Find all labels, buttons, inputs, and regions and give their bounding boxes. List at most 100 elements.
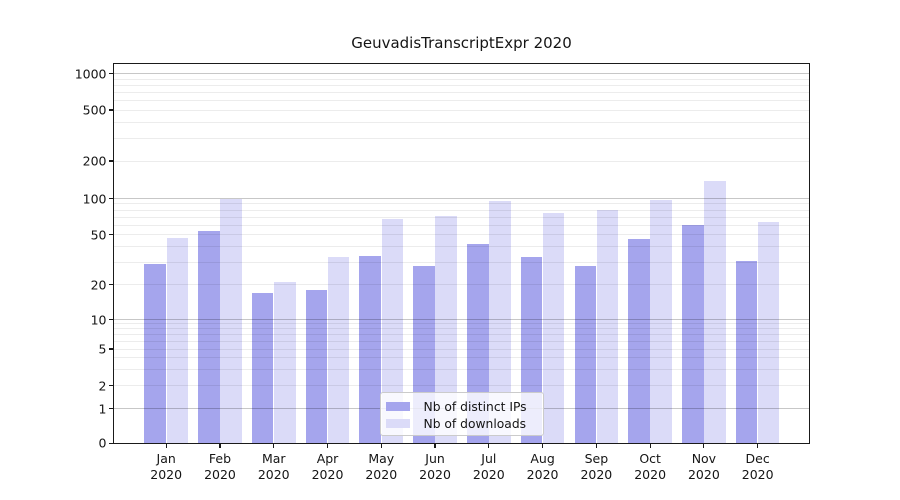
bar-downloads [274,281,296,444]
gridline-minor [114,209,809,211]
x-tick-month: Oct [639,451,661,466]
y-tick-mark [109,160,114,162]
bar-downloads [166,237,188,444]
y-tick-mark [109,233,114,236]
x-tick-label: Jan 2020 [150,451,182,482]
x-tick-month: Sep [584,451,609,466]
x-tick-mark [488,443,490,448]
y-tick-label: 500 [82,102,107,118]
x-tick-year: 2020 [634,466,667,482]
gridline-major [114,73,809,74]
gridline-minor [114,216,809,218]
y-tick-mark [109,109,114,111]
x-tick-label: Aug 2020 [527,451,559,482]
x-tick-month: Mar [261,451,286,466]
y-tick-mark [109,407,114,410]
y-tick-label: 200 [82,153,107,169]
x-tick-year: 2020 [580,466,613,482]
x-tick-month: Aug [530,451,555,466]
gridline-minor [114,284,809,285]
x-tick-label: Feb 2020 [204,451,236,482]
y-tick-label: 100 [82,191,107,206]
y-tick-mark [109,283,114,286]
bar-downloads [650,199,672,444]
legend: Nb of distinct IPs Nb of downloads [380,392,544,436]
x-tick-month: May [368,451,395,466]
bar-distinct-ips [144,264,166,444]
y-tick-label: 10 [90,312,107,327]
bar-distinct-ips [682,225,704,444]
y-tick-label: 1000 [74,66,107,81]
gridline-minor [114,84,809,86]
x-tick-year: 2020 [526,466,559,482]
x-tick-mark [649,443,651,448]
gridline-minor [114,160,809,162]
x-tick-mark [326,443,329,448]
y-tick-mark [109,197,114,200]
bar-downloads [704,181,726,444]
gridline-minor [114,99,809,101]
bar-downloads [327,257,350,444]
gridline-minor [114,340,809,342]
x-tick-month: Feb [208,451,232,466]
gridline-minor [114,203,809,205]
y-tick-label: 20 [90,277,107,292]
gridline-minor [114,328,809,330]
bar-downloads [596,210,619,444]
gridline-minor [114,78,809,80]
legend-label: Nb of downloads [423,416,527,431]
x-tick-year: 2020 [311,466,344,482]
bar-distinct-ips [305,289,328,444]
y-tick-label: 0 [98,435,107,451]
x-tick-mark [273,443,275,448]
bar-distinct-ips [735,260,758,444]
x-tick-month: Nov [691,451,717,466]
x-tick-month: Dec [745,451,770,466]
chart-title: GeuvadisTranscriptExpr 2020 [351,34,572,52]
y-tick-mark [109,384,114,387]
bar-distinct-ips [628,239,650,444]
x-tick-year: 2020 [419,466,451,482]
bar-distinct-ips [574,266,597,444]
y-tick-label: 2 [98,378,107,393]
gridline-minor [114,246,809,248]
x-tick-mark [434,443,436,448]
bar-downloads [381,218,404,444]
bar-downloads [489,201,511,444]
gridline-minor [114,109,809,111]
x-tick-label: Apr 2020 [312,451,344,482]
x-tick-mark [595,443,597,448]
x-tick-mark [703,443,705,448]
gridline-minor [114,348,809,350]
x-tick-label: Nov 2020 [688,451,720,482]
legend-entry: Nb of distinct IPs [386,398,543,415]
bar-distinct-ips [251,292,274,444]
gridline-minor [114,91,809,93]
x-tick-label: Jul 2020 [473,451,505,482]
x-tick-year: 2020 [365,466,398,482]
legend-label: Nb of distinct IPs [423,399,527,414]
gridline-minor [114,224,809,226]
gridline-minor [114,385,809,386]
x-tick-month: Jun [425,451,445,466]
bar-downloads [542,213,565,444]
x-tick-mark [165,443,167,448]
bar-downloads [757,222,780,444]
x-tick-month: Jan [156,451,176,466]
gridline-major [114,198,809,199]
gridline-minor [114,261,809,263]
x-tick-mark [757,443,759,448]
gridline-minor [114,137,809,139]
x-tick-year: 2020 [150,466,183,482]
y-tick-label: 5 [98,341,107,357]
x-tick-label: Jun 2020 [419,451,451,482]
gridline-minor [114,334,809,336]
y-tick-label: 1 [98,401,107,416]
x-tick-month: Apr [316,451,339,466]
x-tick-year: 2020 [741,466,774,482]
y-tick-label: 50 [90,227,107,242]
x-tick-month: Jul [481,451,497,466]
x-tick-label: Dec 2020 [742,451,774,482]
gridline-minor [114,323,809,325]
